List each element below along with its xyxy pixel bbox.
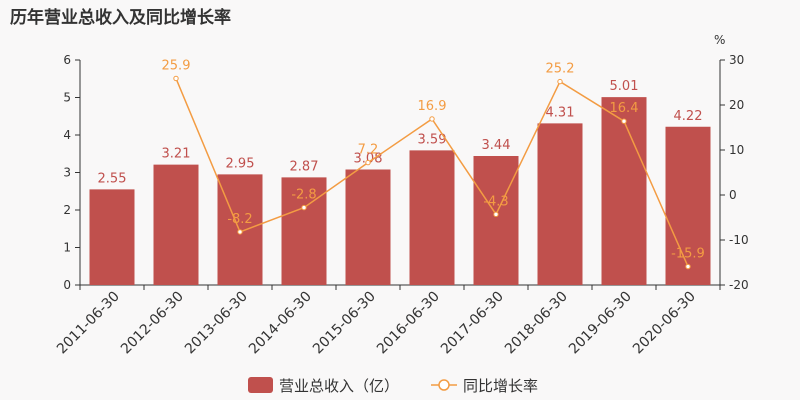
growth-point	[237, 229, 243, 235]
left-tick-label: 5	[63, 91, 71, 105]
revenue-bar-label: 2.55	[98, 171, 127, 186]
revenue-bar-label: 3.21	[162, 147, 191, 162]
revenue-bar-label: 4.22	[674, 109, 703, 124]
x-tick-label: 2018-06-30	[502, 289, 571, 358]
right-tick-label: -10	[729, 233, 749, 247]
growth-label: 16.4	[610, 101, 639, 116]
revenue-bar-label: 5.01	[610, 79, 639, 94]
revenue-bar	[153, 164, 199, 285]
right-tick-label: 30	[729, 53, 744, 67]
revenue-bar	[601, 97, 647, 285]
bar-labels: 2.55 3.21 2.95 2.87 3.08 3.59 3.44 4.31 5.01 4.22	[98, 79, 703, 186]
left-tick-label: 2	[63, 203, 71, 217]
revenue-bar-label: 3.59	[418, 132, 447, 147]
line-labels: 25.9 -8.2 -2.8 7.2 16.9 -4.3 25.2 16.4 -15.9	[162, 58, 705, 261]
growth-point	[493, 211, 499, 218]
revenue-bar	[409, 150, 455, 285]
left-tick-label: 6	[63, 53, 71, 67]
x-tick-label: 2012-06-30	[118, 289, 187, 358]
revenue-bar	[281, 177, 327, 285]
growth-point	[173, 75, 179, 82]
x-tick-label: 2014-06-30	[246, 289, 315, 358]
growth-line-layer	[173, 75, 691, 270]
growth-label: 7.2	[358, 143, 379, 158]
growth-label: -4.3	[483, 194, 508, 209]
revenue-bar	[89, 189, 135, 285]
growth-point	[685, 263, 691, 270]
legend-line-label: 同比增长率	[463, 377, 538, 395]
left-tick-label: 4	[63, 128, 71, 142]
growth-point	[557, 78, 563, 85]
growth-label: -8.2	[227, 212, 252, 227]
revenue-bar-label: 4.31	[546, 105, 575, 120]
revenue-bar	[473, 156, 519, 285]
bars	[89, 97, 711, 285]
growth-point	[301, 204, 307, 211]
x-tick-label: 2013-06-30	[182, 289, 251, 358]
revenue-bar-label: 2.95	[226, 156, 255, 171]
x-tick-label: 2017-06-30	[438, 289, 507, 358]
x-tick-label: 2011-06-30	[54, 289, 123, 358]
right-tick-label: 0	[729, 188, 737, 202]
left-tick-label: 0	[63, 278, 71, 292]
revenue-bar-label: 3.08	[354, 152, 383, 167]
growth-label: 16.9	[418, 99, 447, 114]
growth-label: -2.8	[291, 188, 316, 203]
chart-title: 历年营业总收入及同比增长率	[10, 8, 231, 28]
x-tick-label: 2019-06-30	[566, 289, 635, 358]
right-axis-unit: %	[714, 33, 725, 47]
revenue-bar	[345, 169, 391, 285]
growth-label: 25.9	[162, 58, 191, 73]
revenue-bar	[537, 123, 583, 285]
legend-bar-label: 营业总收入（亿）	[279, 377, 399, 395]
growth-label: 25.2	[546, 62, 575, 77]
x-tick-label: 2020-06-30	[630, 289, 699, 358]
growth-point	[429, 116, 435, 122]
x-tick-label: 2015-06-30	[310, 289, 379, 358]
legend-line-marker	[438, 379, 450, 391]
left-tick-label: 3	[63, 166, 71, 180]
growth-point	[365, 159, 371, 166]
right-tick-label: -20	[729, 278, 749, 292]
growth-point	[621, 118, 627, 124]
revenue-bar-label: 2.87	[290, 159, 319, 174]
revenue-bar	[665, 126, 711, 285]
legend: 营业总收入（亿） 同比增长率	[248, 377, 538, 395]
legend-bar-swatch	[248, 377, 273, 393]
revenue-bar-label: 3.44	[482, 138, 511, 153]
x-tick-label: 2016-06-30	[374, 289, 443, 358]
right-tick-label: 20	[729, 98, 744, 112]
growth-label: -15.9	[671, 247, 705, 262]
right-tick-label: 10	[729, 143, 744, 157]
left-tick-label: 1	[63, 241, 71, 255]
